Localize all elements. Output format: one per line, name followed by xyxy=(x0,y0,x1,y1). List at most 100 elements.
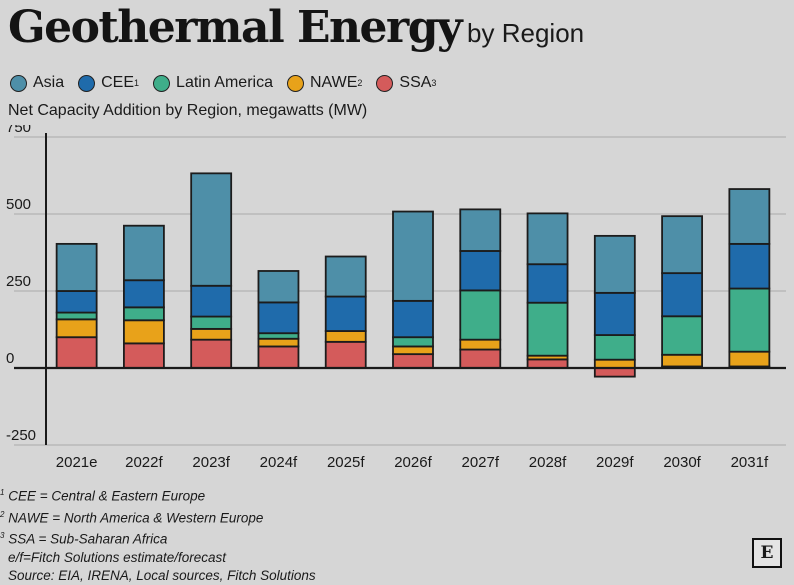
bar-segment-cee xyxy=(324,295,367,332)
bar-segment-asia xyxy=(257,270,300,304)
legend-swatch-latin-america xyxy=(153,74,171,92)
bar-segment-nawe xyxy=(123,319,165,345)
footnotes: 1 CEE = Central & Eastern Europe 2 NAWE … xyxy=(0,484,316,585)
footnote-1: 1 CEE = Central & Eastern Europe xyxy=(0,488,206,504)
bar-segment-ssa xyxy=(459,348,502,369)
bar-segment-nawe xyxy=(728,350,771,368)
bar-segment-nawe xyxy=(459,338,502,351)
y-tick-label: 500 xyxy=(6,196,31,213)
legend-label-nawe: NAWE xyxy=(309,74,358,91)
bar-segment-asia xyxy=(661,215,703,275)
legend-swatch-nawe xyxy=(286,74,304,92)
chart-plot: 750 500 250 0 -250 2021e 2022f 2023f 2024f 2025f 2… xyxy=(6,125,786,471)
x-tick-label: 2026f xyxy=(394,454,432,471)
brand-logo: E xyxy=(752,538,782,568)
bar-segment-asia xyxy=(593,234,636,294)
bar-segment-nawe xyxy=(661,353,703,368)
bar-segment-latin-america xyxy=(526,301,569,357)
bar-segment-latin-america xyxy=(593,334,636,361)
bar-segment-cee xyxy=(728,242,771,290)
legend-item-nawe: NAWE 2 xyxy=(286,74,363,92)
legend-sup-cee: 1 xyxy=(134,78,140,88)
bar-segment-nawe xyxy=(257,337,300,348)
bar-segment-latin-america xyxy=(190,315,233,330)
legend-swatch-ssa xyxy=(376,74,394,92)
bar-segment-cee xyxy=(55,290,98,314)
legend-label-latin-america: Latin America xyxy=(176,74,273,91)
x-tick-label: 2028f xyxy=(529,454,567,471)
bar-segment-ssa xyxy=(190,338,233,369)
bar-segment-asia xyxy=(55,242,98,292)
legend-label-asia: Asia xyxy=(33,74,65,91)
bar-segment-ssa xyxy=(123,342,165,369)
legend-swatch-asia xyxy=(10,74,27,92)
bar-segment-latin-america xyxy=(392,336,434,348)
x-tick-label: 2031f xyxy=(731,454,769,471)
bar-segment-nawe xyxy=(392,345,434,356)
bar-segment-latin-america xyxy=(459,289,502,341)
bar-segment-cee xyxy=(190,284,233,318)
title-sub: by Region xyxy=(467,18,585,48)
bar-segment-nawe xyxy=(55,318,98,339)
footnote-3: 3 SSA = Sub-Saharan Africa xyxy=(0,531,168,547)
x-tick-label: 2027f xyxy=(461,454,499,471)
footnote-2-text: NAWE = North America & Western Europe xyxy=(8,510,264,525)
bar-segment-cee xyxy=(459,250,502,292)
bar-segment-ssa xyxy=(324,340,367,369)
legend-swatch-cee xyxy=(78,74,96,92)
bar-segment-nawe xyxy=(324,330,367,343)
legend-item-cee: CEE 1 xyxy=(78,74,139,92)
footnote-1-text: CEE = Central & Eastern Europe xyxy=(8,488,206,504)
legend-label-cee: CEE xyxy=(101,74,135,91)
bar-segment-asia xyxy=(392,210,434,302)
bar-segment-latin-america xyxy=(728,287,771,353)
bar-segment-ssa xyxy=(55,336,98,369)
bar-segment-asia xyxy=(123,224,165,282)
bar-segment-nawe xyxy=(593,358,636,369)
bar-segment-asia xyxy=(324,255,367,298)
bar-segment-cee xyxy=(392,299,434,339)
footnote-estimate: e/f=Fitch Solutions estimate/forecast xyxy=(8,549,226,565)
bar-segment-asia xyxy=(728,188,771,245)
y-tick-label: 0 xyxy=(6,350,14,367)
footnote-2: 2 NAWE = North America & Western Europe xyxy=(0,509,264,526)
y-axis-label: Net Capacity Addition by Region, megawat… xyxy=(8,102,368,119)
y-tick-label: 250 xyxy=(6,273,31,290)
bar-segment-asia xyxy=(190,172,233,287)
x-tick-label: 2025f xyxy=(327,454,365,471)
bar-segment-ssa xyxy=(593,367,636,378)
legend-label-ssa: SSA xyxy=(399,74,432,91)
bar-segment-cee xyxy=(526,263,569,304)
legend-item-asia: Asia xyxy=(10,74,64,92)
chart-title: Geothermal Energy by Region xyxy=(8,2,584,53)
legend-sup-ssa: 3 xyxy=(431,78,437,88)
bar-segment-asia xyxy=(526,212,569,266)
title-main: Geothermal Energy xyxy=(8,2,463,53)
x-tick-label: 2029f xyxy=(596,454,634,471)
y-tick-label: 750 xyxy=(6,125,31,136)
legend-item-ssa: SSA 3 xyxy=(376,74,436,92)
x-tick-label: 2021e xyxy=(56,454,98,471)
bar-segment-ssa xyxy=(392,353,434,369)
bar-segment-cee xyxy=(661,272,703,318)
footnote-source: Source: EIA, IRENA, Local sources, Fitch… xyxy=(8,567,316,583)
x-tick-label: 2024f xyxy=(260,454,298,471)
bar-segment-cee xyxy=(593,291,636,336)
bar-segment-nawe xyxy=(190,327,233,341)
bar-segment-latin-america xyxy=(55,311,98,321)
legend-sup-nawe: 2 xyxy=(357,78,363,88)
x-tick-label: 2030f xyxy=(663,454,701,471)
legend-item-latin-america: Latin America xyxy=(153,74,273,92)
x-tick-label: 2022f xyxy=(125,454,163,471)
bar-segment-latin-america xyxy=(123,306,165,322)
bar-segment-ssa xyxy=(257,345,300,369)
x-tick-label: 2023f xyxy=(192,454,230,471)
y-tick-label: -250 xyxy=(6,427,36,444)
bar-segment-ssa xyxy=(526,358,569,369)
bar-segment-latin-america xyxy=(661,315,703,356)
footnote-3-text: SSA = Sub-Saharan Africa xyxy=(8,531,168,547)
legend: Asia CEE 1 Latin America NAWE 2 SSA 3 xyxy=(10,74,450,92)
bar-segment-cee xyxy=(123,279,165,309)
bar-segment-cee xyxy=(257,301,300,335)
bar-segment-asia xyxy=(459,208,502,252)
